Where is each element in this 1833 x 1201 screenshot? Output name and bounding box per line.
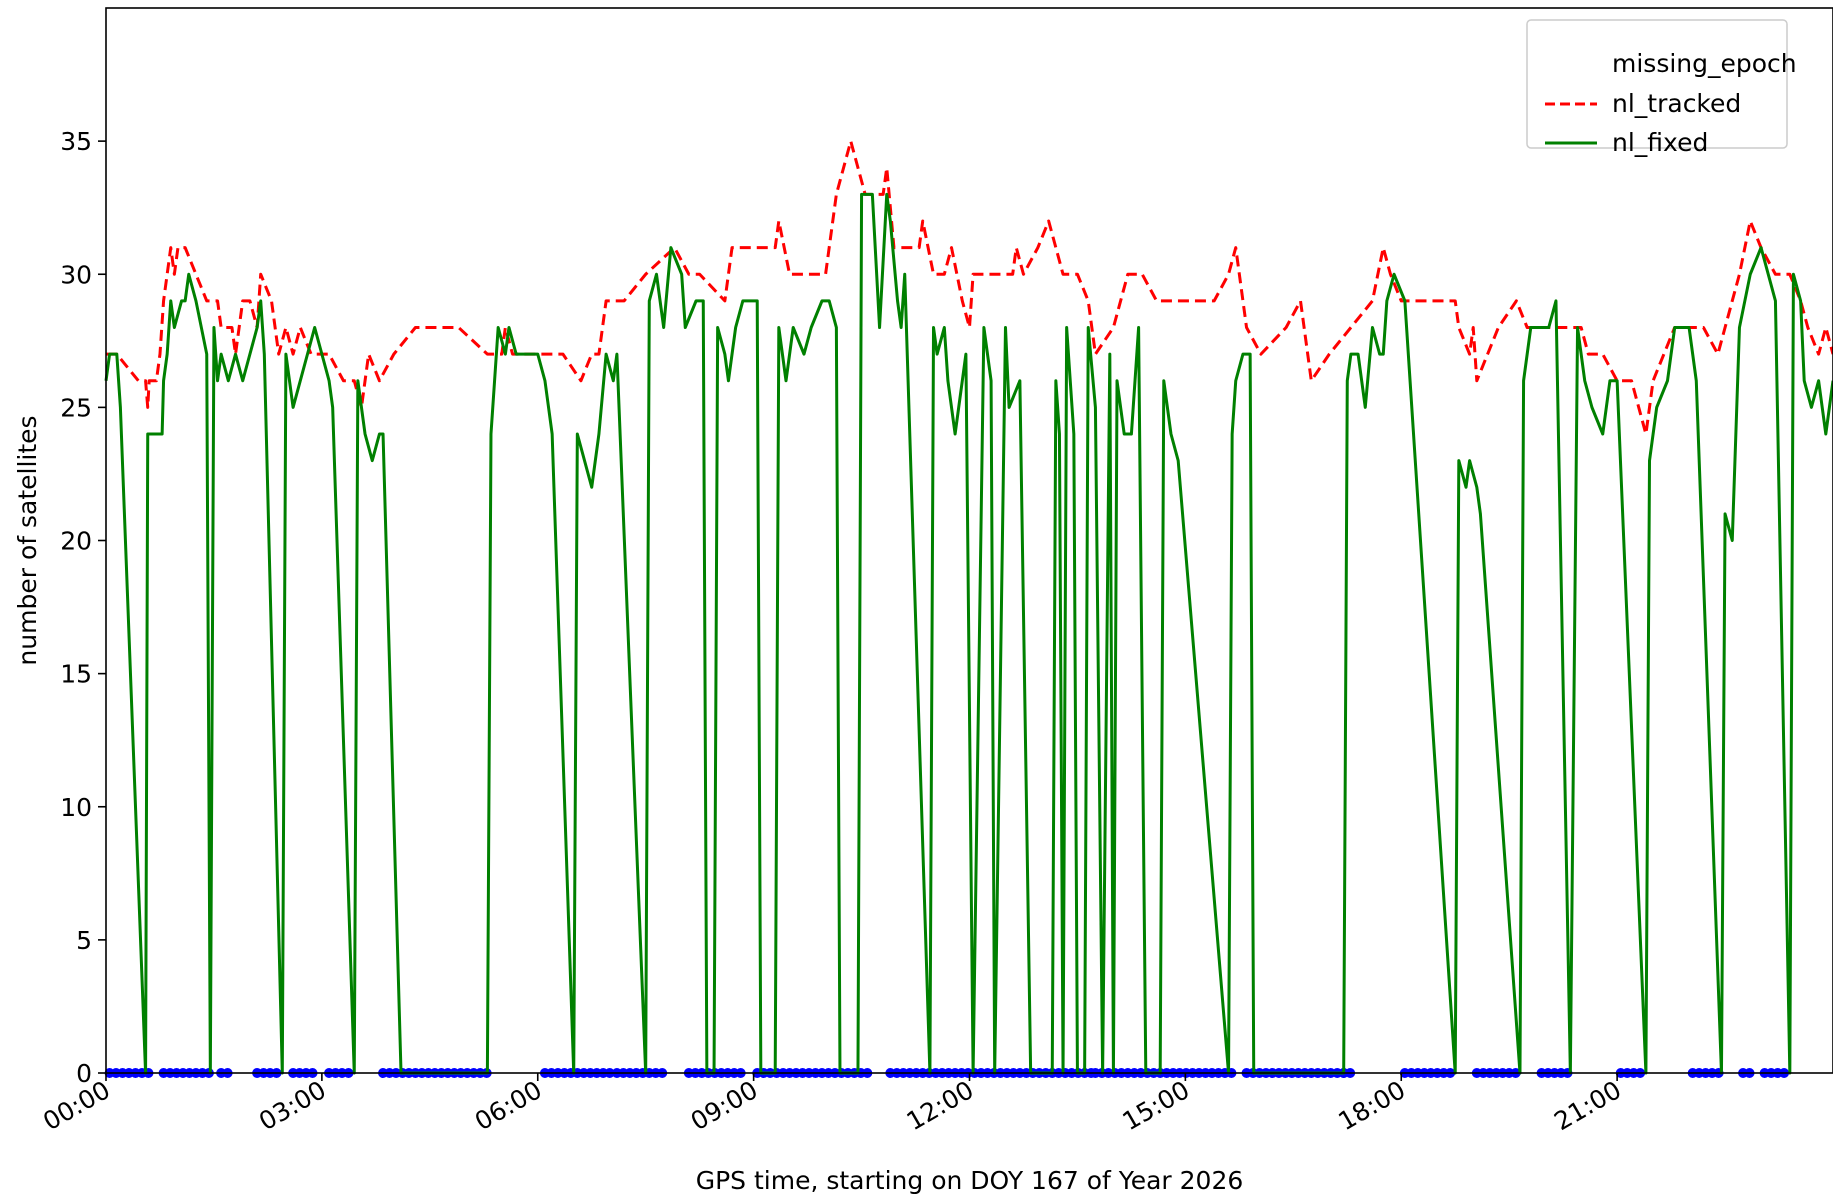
y-axis-label: number of satellites [13,415,42,665]
nl-fixed-series-line [104,192,1833,1075]
y-tick-label: 30 [60,260,92,289]
legend-label-nl-fixed: nl_fixed [1612,128,1708,157]
y-tick-label: 0 [76,1059,92,1088]
legend: missing_epoch nl_tracked nl_fixed [1526,19,1797,157]
y-tick-label: 25 [60,393,92,422]
y-tick-label: 10 [60,793,92,822]
y-tick-label: 35 [60,127,92,156]
legend-box [1526,19,1788,149]
legend-label-missing-epoch: missing_epoch [1612,49,1797,78]
y-tick-label: 5 [76,926,92,955]
y-tick-label: 20 [60,527,92,556]
x-axis-label: GPS time, starting on DOY 167 of Year 20… [696,1166,1244,1195]
nl-tracked-series-line [106,139,1833,436]
y-tick-label: 15 [60,660,92,689]
legend-label-nl-tracked: nl_tracked [1612,89,1741,118]
